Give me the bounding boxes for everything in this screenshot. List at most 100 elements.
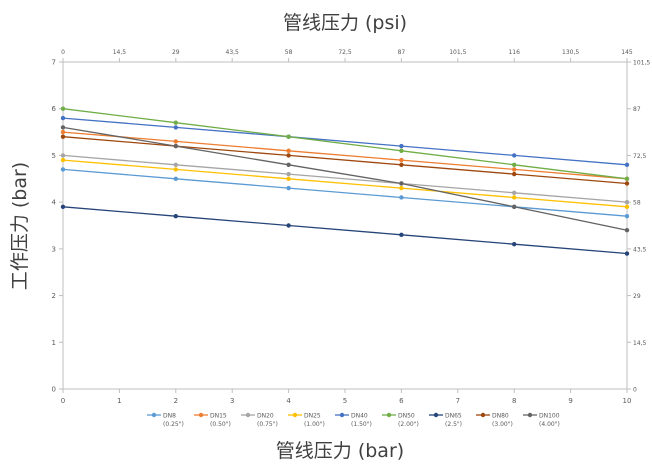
x-tick-label: 5 bbox=[343, 397, 347, 405]
legend-item-dn8: DN8(0.25") bbox=[147, 412, 184, 428]
legend-swatch-marker bbox=[151, 412, 157, 418]
legend-sublabel: (0.75") bbox=[257, 421, 278, 428]
series-line-dn50 bbox=[62, 108, 628, 180]
legend-sublabel: (4.00") bbox=[539, 421, 560, 428]
legend-sublabel: (3.00") bbox=[492, 421, 513, 428]
legend-label: DN50 bbox=[398, 413, 415, 420]
x-tick-label: 4 bbox=[286, 397, 291, 405]
legend-label: DN80 bbox=[492, 413, 509, 420]
y-tick-label: 3 bbox=[52, 245, 56, 253]
series-line-dn8 bbox=[62, 168, 628, 217]
data-point-dn65 bbox=[60, 204, 66, 210]
data-point-dn50 bbox=[286, 134, 291, 139]
data-point-dn80 bbox=[512, 171, 517, 177]
data-point-dn8 bbox=[624, 213, 630, 219]
y2-tick-label: 0 bbox=[633, 387, 637, 394]
x-tick-label: 0 bbox=[61, 397, 65, 405]
data-point-dn15 bbox=[399, 157, 404, 163]
legend-sublabel: (1.00") bbox=[304, 421, 325, 428]
y-tick-label: 1 bbox=[52, 339, 56, 347]
x-tick-label: 2 bbox=[174, 397, 178, 405]
x2-tick-label: 87 bbox=[398, 49, 406, 56]
legend-item-dn100: DN100(4.00") bbox=[523, 412, 560, 428]
legend-sublabel: (1.50") bbox=[351, 421, 372, 428]
legend-sublabel: (2.5") bbox=[445, 421, 462, 428]
series-line-dn100 bbox=[62, 126, 628, 231]
data-point-dn25 bbox=[624, 204, 630, 210]
data-point-dn40 bbox=[60, 115, 66, 121]
data-point-dn20 bbox=[512, 190, 517, 195]
data-point-dn8 bbox=[173, 176, 178, 181]
legend-swatch-marker bbox=[527, 412, 533, 418]
data-point-dn100 bbox=[60, 125, 66, 130]
data-point-dn15 bbox=[512, 167, 517, 172]
y2-tick-label: 72,5 bbox=[633, 153, 647, 160]
data-point-dn50 bbox=[624, 176, 630, 181]
y2-tick-label: 87 bbox=[633, 106, 641, 113]
x2-tick-label: 14,5 bbox=[113, 49, 127, 56]
legend-item-dn65: DN65(2.5") bbox=[429, 412, 462, 428]
legend-swatch-marker bbox=[386, 412, 392, 418]
legend-item-dn15: DN15(0.50") bbox=[194, 412, 231, 428]
legend-sublabel: (0.50") bbox=[210, 421, 231, 428]
legend-sublabel: (2.00") bbox=[398, 421, 419, 428]
data-point-dn25 bbox=[286, 176, 291, 181]
data-point-dn20 bbox=[286, 171, 291, 177]
x-tick-label: 7 bbox=[456, 397, 460, 405]
series-line-dn80 bbox=[62, 136, 628, 185]
legend-item-dn40: DN40(1.50") bbox=[335, 412, 372, 428]
legend-label: DN20 bbox=[257, 413, 274, 420]
data-point-dn50 bbox=[512, 162, 517, 167]
data-point-dn25 bbox=[399, 185, 404, 191]
legend-swatch-marker bbox=[198, 412, 204, 418]
data-point-dn80 bbox=[624, 181, 630, 186]
x2-tick-label: 29 bbox=[172, 49, 180, 56]
y-tick-label: 0 bbox=[52, 386, 56, 394]
legend-swatch-marker bbox=[245, 412, 251, 418]
legend-sublabel: (0.25") bbox=[163, 421, 184, 428]
x-tick-label: 6 bbox=[399, 397, 404, 405]
data-point-dn80 bbox=[60, 134, 66, 139]
y-tick-label: 5 bbox=[52, 152, 56, 160]
series-line-dn40 bbox=[62, 117, 628, 166]
legend-label: DN100 bbox=[539, 413, 560, 420]
legend-swatch-marker bbox=[433, 412, 439, 418]
data-point-dn50 bbox=[173, 120, 178, 125]
x-tick-label: 3 bbox=[230, 397, 234, 405]
data-point-dn15 bbox=[286, 148, 291, 153]
data-point-dn8 bbox=[60, 167, 66, 172]
legend-item-dn80: DN80(3.00") bbox=[476, 413, 513, 428]
x2-tick-label: 145 bbox=[621, 49, 633, 56]
x-tick-label: 8 bbox=[512, 397, 516, 405]
data-point-dn80 bbox=[286, 153, 291, 158]
legend-swatch-marker bbox=[292, 412, 298, 418]
legend-label: DN25 bbox=[304, 413, 321, 420]
data-point-dn65 bbox=[399, 232, 404, 238]
y2-tick-label: 101,5 bbox=[633, 60, 650, 67]
series-line-dn25 bbox=[62, 159, 628, 208]
legend-label: DN15 bbox=[210, 413, 227, 420]
data-point-dn40 bbox=[624, 162, 630, 167]
y-tick-label: 7 bbox=[52, 59, 56, 67]
data-point-dn25 bbox=[60, 157, 66, 163]
data-point-dn40 bbox=[173, 125, 178, 130]
data-point-dn25 bbox=[512, 195, 517, 200]
x2-tick-label: 43,5 bbox=[226, 49, 240, 56]
data-point-dn15 bbox=[60, 129, 66, 135]
x2-tick-label: 101,5 bbox=[449, 49, 466, 56]
data-point-dn50 bbox=[60, 106, 66, 111]
data-point-dn65 bbox=[286, 223, 291, 228]
data-point-dn80 bbox=[399, 162, 404, 167]
x2-tick-label: 72,5 bbox=[338, 49, 352, 56]
legend-swatch-marker bbox=[339, 412, 345, 418]
legend-label: DN8 bbox=[163, 413, 176, 420]
x2-tick-label: 116 bbox=[508, 49, 520, 56]
x2-tick-label: 58 bbox=[285, 49, 293, 56]
y-axis-title: 工作压力 (bar) bbox=[9, 162, 31, 290]
legend-item-dn50: DN50(2.00") bbox=[382, 412, 419, 428]
x2-tick-label: 0 bbox=[61, 49, 65, 56]
data-point-dn8 bbox=[286, 185, 291, 191]
chart-title: 管线压力 (psi) bbox=[283, 12, 407, 34]
